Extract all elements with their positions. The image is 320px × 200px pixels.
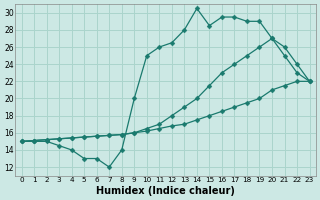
X-axis label: Humidex (Indice chaleur): Humidex (Indice chaleur)	[96, 186, 235, 196]
